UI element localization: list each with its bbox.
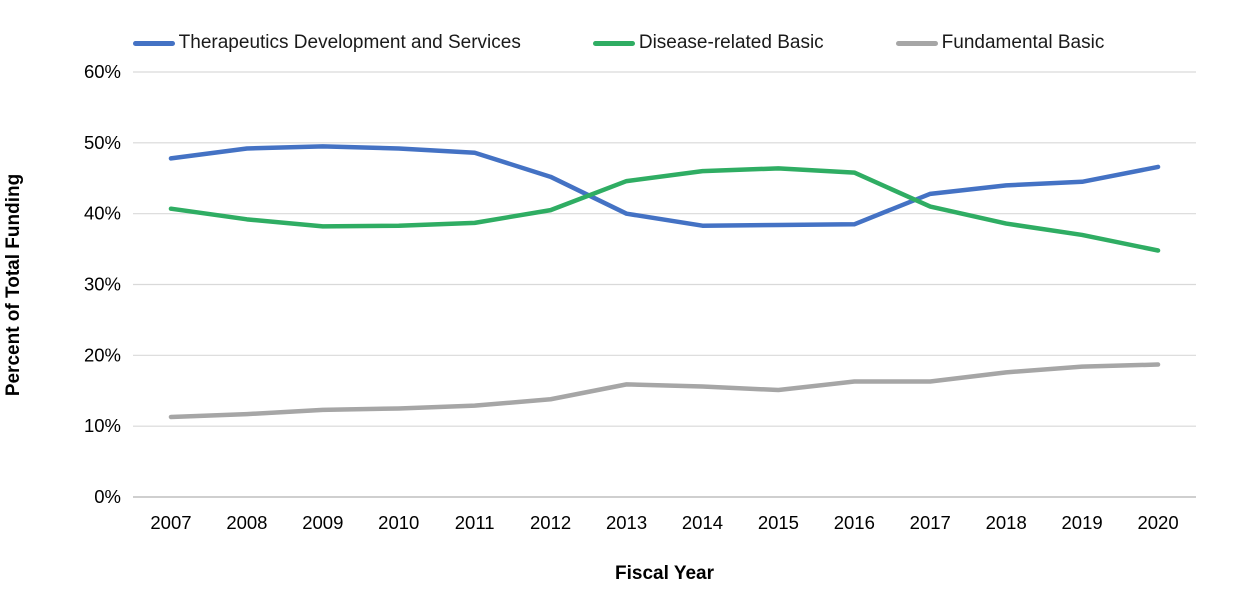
x-tick-label: 2020 [1137, 512, 1178, 533]
x-tick-label: 2013 [606, 512, 647, 533]
legend-line-swatch [895, 40, 938, 46]
legend-item-disease-related-basic[interactable]: Disease-related Basic [592, 32, 824, 54]
series-line-fundamental-basic [168, 362, 1161, 420]
x-tick-label: 2007 [150, 512, 191, 533]
y-tick-label: 50% [84, 132, 121, 153]
x-tick-label: 2009 [302, 512, 343, 533]
x-tick-label: 2014 [682, 512, 723, 533]
series-line-disease-related-basic [168, 166, 1161, 253]
legend-item-fundamental-basic[interactable]: Fundamental Basic [895, 32, 1105, 54]
legend-label: Fundamental Basic [941, 32, 1105, 53]
legend-item-therapeutics-development-and-services[interactable]: Therapeutics Development and Services [132, 32, 521, 54]
x-tick-label: 2008 [226, 512, 267, 533]
legend: Therapeutics Development and Services Dis… [0, 32, 1237, 54]
y-axis-title: Percent of Total Funding [3, 173, 24, 397]
x-axis-title: Fiscal Year [615, 563, 714, 584]
x-tick-label: 2015 [758, 512, 799, 533]
x-tick-label: 2018 [986, 512, 1027, 533]
legend-line-swatch [132, 40, 175, 46]
y-tick-label: 20% [84, 344, 121, 365]
x-tick-label: 2016 [834, 512, 875, 533]
legend-label: Therapeutics Development and Services [178, 32, 521, 53]
x-tick-label: 2017 [910, 512, 951, 533]
y-tick-label: 60% [84, 61, 121, 82]
y-tick-label: 10% [84, 415, 121, 436]
x-tick-label: 2010 [378, 512, 419, 533]
x-tick-label: 2011 [455, 512, 495, 533]
x-tick-label: 2019 [1062, 512, 1103, 533]
series-line-therapeutics-development-and-services [168, 144, 1161, 228]
legend-label: Disease-related Basic [638, 32, 824, 53]
legend-line-swatch [592, 40, 635, 46]
x-tick-label: 2012 [530, 512, 571, 533]
y-tick-label: 40% [84, 203, 121, 224]
y-tick-label: 0% [94, 486, 121, 507]
y-tick-label: 30% [84, 274, 121, 295]
